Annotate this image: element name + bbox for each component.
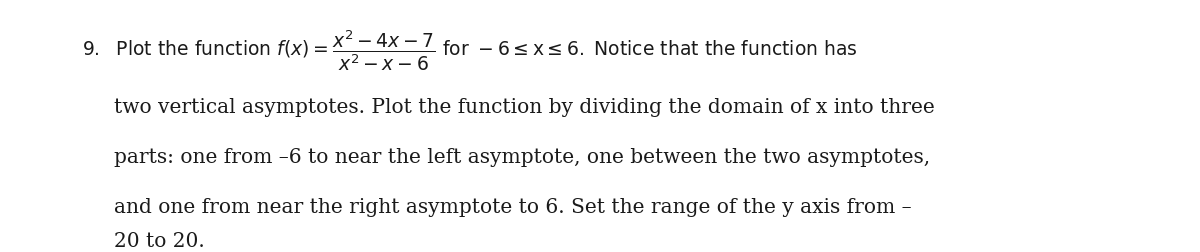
Text: two vertical asymptotes. Plot the function by dividing the domain of x into thre: two vertical asymptotes. Plot the functi… — [114, 98, 935, 117]
Text: $\mathrm{9.\ \ Plot\ the\ function\ }f(x) = \dfrac{x^2-4x-7}{x^2-x-6}\mathrm{\ f: $\mathrm{9.\ \ Plot\ the\ function\ }f(x… — [82, 28, 858, 73]
Text: and one from near the right asymptote to 6. Set the range of the y axis from –: and one from near the right asymptote to… — [114, 198, 912, 217]
Text: parts: one from –6 to near the left asymptote, one between the two asymptotes,: parts: one from –6 to near the left asym… — [114, 148, 930, 167]
Text: 20 to 20.: 20 to 20. — [114, 232, 205, 251]
